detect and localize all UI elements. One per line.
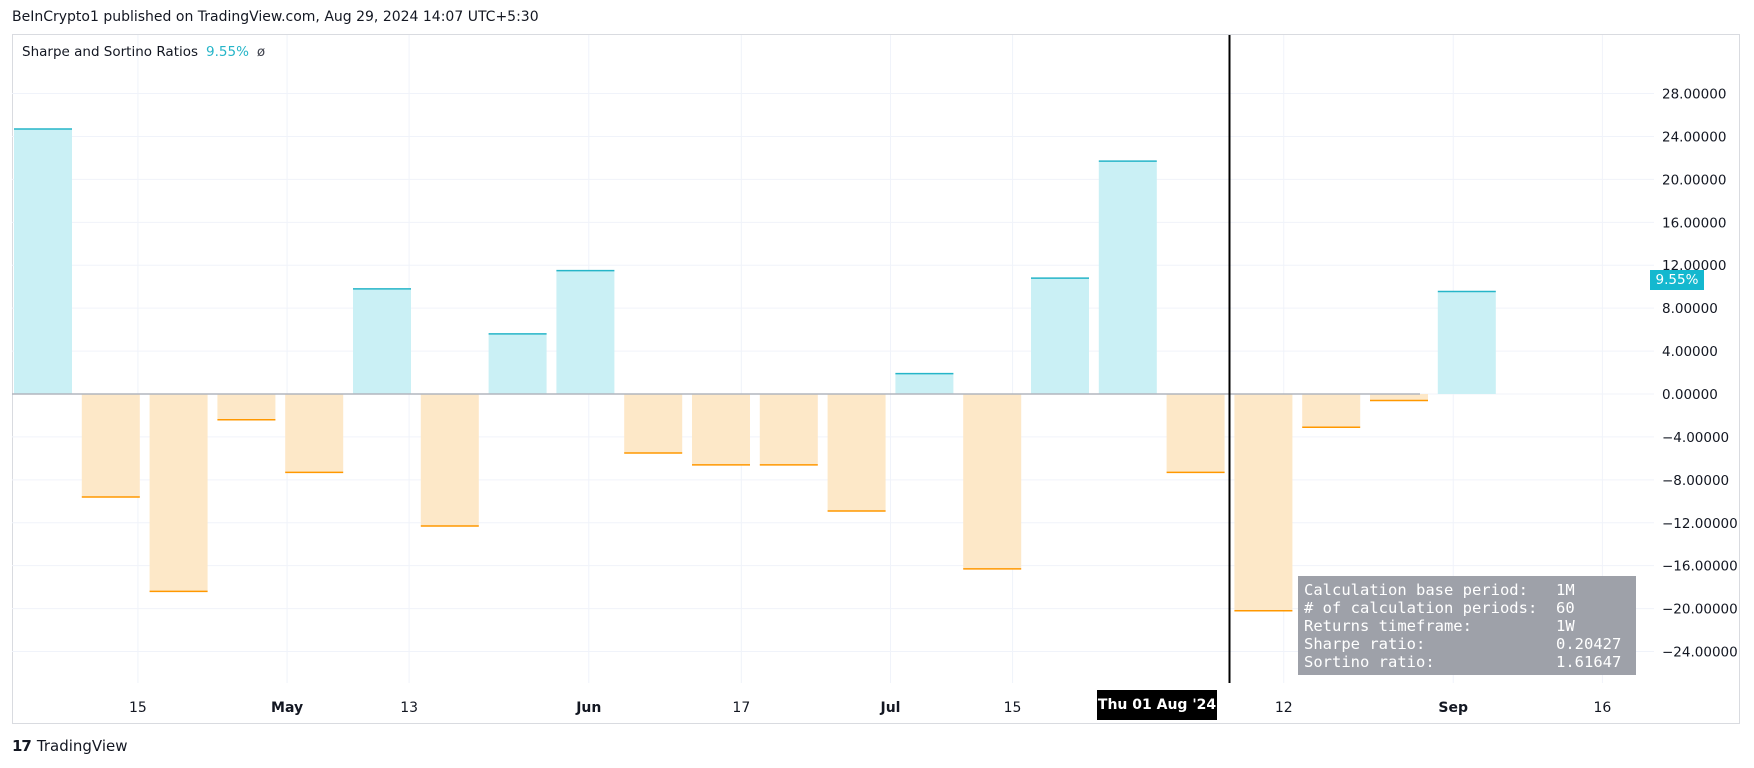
bar [895, 373, 954, 394]
stats-value: 60 [1556, 599, 1575, 617]
y-tick-label: −8.00000 [1662, 473, 1729, 489]
stats-label: Sortino ratio: [1304, 653, 1435, 671]
bar [14, 128, 72, 394]
stats-row: Sortino ratio: 1.61647 [1304, 653, 1630, 671]
x-tick-label: 12 [1275, 700, 1293, 716]
bar [1234, 394, 1293, 611]
y-tick-label: 0.00000 [1662, 387, 1718, 403]
stats-label: Sharpe ratio: [1304, 635, 1426, 653]
bar [624, 394, 683, 454]
stats-value: 1W [1556, 617, 1575, 635]
y-tick-label: −16.00000 [1662, 559, 1738, 575]
bar [353, 288, 411, 394]
indicator-symbol: ø [256, 44, 266, 60]
bar [1098, 161, 1157, 394]
bar [1437, 291, 1496, 394]
price-axis: 28.0000024.0000020.0000016.0000012.00000… [1662, 87, 1738, 661]
y-tick-label: −4.00000 [1662, 430, 1729, 446]
x-tick-label: 16 [1593, 700, 1611, 716]
bar [81, 394, 140, 498]
stats-label: Calculation base period: [1304, 581, 1528, 599]
y-tick-label: 28.00000 [1662, 87, 1726, 103]
tradingview-brand-name: TradingView [36, 737, 128, 755]
bar [149, 394, 208, 592]
stats-row: Sharpe ratio: 0.20427 [1304, 635, 1630, 653]
x-tick-label: Jul [880, 700, 901, 716]
x-tick-label: 17 [732, 700, 750, 716]
y-tick-label: 4.00000 [1662, 344, 1718, 360]
x-tick-label: 15 [1004, 700, 1022, 716]
stats-value: 0.20427 [1556, 635, 1622, 653]
stats-row: Calculation base period: 1M [1304, 581, 1630, 599]
x-tick-label: 15 [129, 700, 147, 716]
bar [1166, 394, 1225, 473]
stats-label: # of calculation periods: [1304, 599, 1538, 617]
y-tick-label: 24.00000 [1662, 129, 1726, 145]
y-tick-label: 8.00000 [1662, 301, 1718, 317]
bar [963, 394, 1022, 569]
chart-pane[interactable] [12, 34, 1740, 724]
bar [692, 394, 750, 465]
publication-header: BeInCrypto1 published on TradingView.com… [12, 9, 539, 25]
bar [420, 394, 479, 526]
crosshair-date-label: Thu 01 Aug '24 [1097, 690, 1217, 720]
bar [1370, 394, 1428, 401]
stats-value: 1.61647 [1556, 653, 1622, 671]
x-tick-label: May [271, 700, 303, 716]
bar [1031, 278, 1089, 394]
indicator-legend[interactable]: Sharpe and Sortino Ratios 9.55% ø [22, 44, 265, 60]
indicator-value: 9.55% [206, 44, 249, 60]
time-axis: 15 May 13 Jun 17 Jul 15 12 Sep 16 [129, 700, 1611, 716]
last-value-badge: 9.55% [1650, 270, 1704, 290]
y-tick-label: −12.00000 [1662, 516, 1738, 532]
tradingview-branding[interactable]: 17 TradingView [12, 737, 128, 755]
stats-row: # of calculation periods: 60 [1304, 599, 1630, 617]
y-tick-label: 16.00000 [1662, 215, 1726, 231]
stats-table: Calculation base period: 1M # of calculat… [1298, 576, 1636, 675]
x-tick-label: Sep [1438, 700, 1468, 716]
stats-label: Returns timeframe: [1304, 617, 1472, 635]
bars-layer [14, 128, 1496, 612]
bar [556, 270, 615, 394]
stats-row: Returns timeframe: 1W [1304, 617, 1630, 635]
stats-value: 1M [1556, 581, 1575, 599]
bar [217, 394, 276, 420]
bar [285, 394, 344, 473]
bar [1302, 394, 1361, 428]
y-tick-label: 20.00000 [1662, 172, 1726, 188]
bar [827, 394, 886, 511]
y-tick-label: −24.00000 [1662, 645, 1738, 661]
x-tick-label: Jun [575, 700, 601, 716]
bar [759, 394, 818, 465]
x-tick-label: 13 [400, 700, 418, 716]
y-tick-label: −20.00000 [1662, 602, 1738, 618]
tradingview-logo-icon: 17 [12, 737, 32, 755]
indicator-title[interactable]: Sharpe and Sortino Ratios [22, 44, 199, 60]
bar [488, 333, 547, 394]
